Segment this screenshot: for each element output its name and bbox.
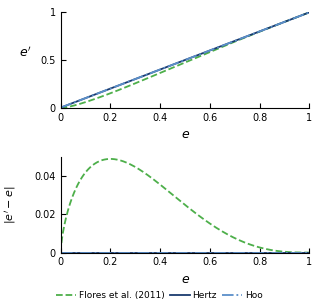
Flores et al. (2011) — [302, 251, 306, 254]
Hoo — [308, 251, 311, 254]
Flores et al. (2011) — [177, 198, 181, 202]
X-axis label: e: e — [181, 128, 189, 141]
Flores et al. (2011) — [263, 28, 267, 31]
Flores et al. (2011) — [207, 221, 211, 225]
Flores et al. (2011) — [308, 10, 311, 14]
Flores et al. (2011) — [194, 212, 198, 215]
Hoo — [193, 251, 197, 254]
Hoo — [59, 106, 63, 110]
Flores et al. (2011) — [59, 106, 63, 110]
Line: Flores et al. (2011): Flores et al. (2011) — [61, 12, 309, 108]
Flores et al. (2011) — [108, 157, 112, 161]
Flores et al. (2011) — [194, 56, 198, 60]
Hertz — [193, 251, 197, 254]
Flores et al. (2011) — [263, 247, 267, 251]
Hertz — [263, 28, 266, 31]
Hertz — [308, 251, 311, 254]
Hoo — [263, 251, 266, 254]
Hertz — [263, 251, 266, 254]
Hoo — [207, 49, 211, 53]
Hertz — [59, 106, 63, 110]
Flores et al. (2011) — [59, 251, 63, 254]
Hertz — [59, 251, 63, 254]
Y-axis label: $e'$: $e'$ — [19, 46, 32, 60]
Hoo — [301, 251, 305, 254]
Flores et al. (2011) — [60, 106, 63, 110]
Flores et al. (2011) — [179, 200, 183, 203]
Line: Flores et al. (2011): Flores et al. (2011) — [61, 159, 309, 253]
Hoo — [263, 28, 266, 31]
Hoo — [207, 251, 211, 254]
Hoo — [193, 54, 197, 58]
Line: Hertz: Hertz — [61, 12, 309, 108]
Hoo — [59, 251, 63, 254]
Hoo — [177, 61, 181, 64]
Hoo — [308, 10, 311, 14]
Hoo — [178, 251, 182, 254]
Hoo — [178, 60, 182, 64]
Flores et al. (2011) — [179, 62, 183, 66]
Hertz — [178, 60, 182, 64]
Hertz — [207, 49, 211, 53]
Hertz — [207, 251, 211, 254]
Hertz — [177, 61, 181, 64]
Hertz — [301, 13, 305, 16]
Line: Hoo: Hoo — [61, 12, 309, 108]
Flores et al. (2011) — [308, 251, 311, 254]
Hertz — [308, 10, 311, 14]
X-axis label: e: e — [181, 273, 189, 286]
Y-axis label: $|e' - e|$: $|e' - e|$ — [3, 186, 18, 224]
Flores et al. (2011) — [302, 13, 306, 16]
Hertz — [193, 54, 197, 58]
Hoo — [177, 251, 181, 254]
Legend: Flores et al. (2011), Hertz, Hoo: Flores et al. (2011), Hertz, Hoo — [53, 287, 266, 303]
Hertz — [177, 251, 181, 254]
Flores et al. (2011) — [177, 63, 181, 67]
Hertz — [178, 251, 182, 254]
Hertz — [301, 251, 305, 254]
Flores et al. (2011) — [207, 50, 211, 54]
Hoo — [301, 13, 305, 16]
